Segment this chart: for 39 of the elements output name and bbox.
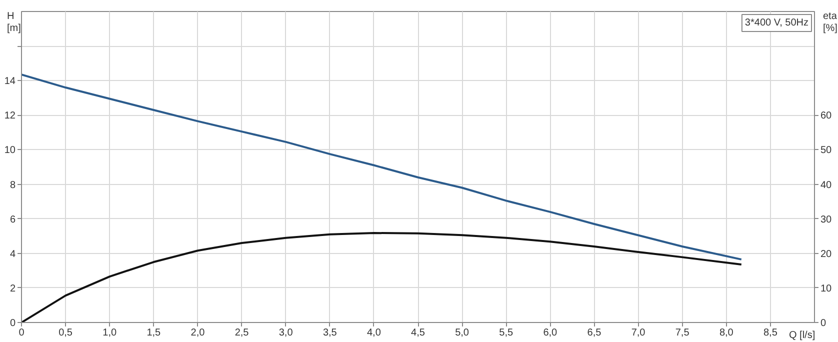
y2-tick-label: 0	[820, 318, 826, 329]
x-tick-label: 3,5	[322, 328, 338, 338]
x-tick-label: 1,5	[146, 328, 162, 338]
x-tick-label: 6,0	[543, 328, 558, 338]
y-tick-label: 14	[4, 76, 16, 88]
x-tick-label: 6,5	[587, 328, 602, 338]
x-tick-label: 2,5	[234, 328, 250, 338]
y2-tick-label: 50	[820, 145, 832, 156]
x-tick-label: 2,0	[190, 328, 206, 338]
x-tick-label: 4,0	[366, 328, 382, 338]
x-tick-label: 1,0	[102, 328, 117, 338]
x-tick-label: 4,5	[411, 328, 426, 338]
x-tick-label: 0,5	[58, 328, 73, 338]
y2-tick-label: 40	[820, 180, 832, 191]
line-series	[22, 232, 742, 322]
annotation: 3*400 V, 50Hz	[744, 18, 809, 28]
x-tick-label: 7,0	[631, 328, 646, 338]
x-tick-label: 5,0	[455, 328, 470, 338]
y-tick-label: 4	[10, 248, 16, 260]
y-tick-label: 10	[4, 145, 16, 156]
x-tick-label: 0	[18, 328, 25, 338]
line-series	[22, 74, 742, 260]
x-tick-label: 3,0	[278, 328, 294, 338]
y-tick-label: 12	[4, 110, 16, 122]
x-axis-title: Q [l/s]	[789, 330, 816, 342]
y2-tick-label: 60	[820, 110, 832, 122]
y-tick-label: 0	[10, 318, 16, 329]
y2-axis-title: eta [%]	[823, 11, 838, 35]
y-tick-label: 2	[10, 283, 16, 294]
y2-tick-label: 20	[820, 248, 832, 260]
y-tick-label: 6	[10, 214, 16, 226]
x-tick-label: 5,5	[499, 328, 514, 338]
y2-tick-label: 10	[820, 283, 832, 294]
y-axis-title: H [m]	[7, 11, 21, 35]
x-tick-label: 8,5	[763, 328, 778, 338]
y-tick-label: 8	[10, 180, 16, 191]
x-tick-label: 7,5	[675, 328, 690, 338]
y2-tick-label: 30	[820, 214, 832, 226]
x-tick-label: 8,0	[719, 328, 734, 338]
